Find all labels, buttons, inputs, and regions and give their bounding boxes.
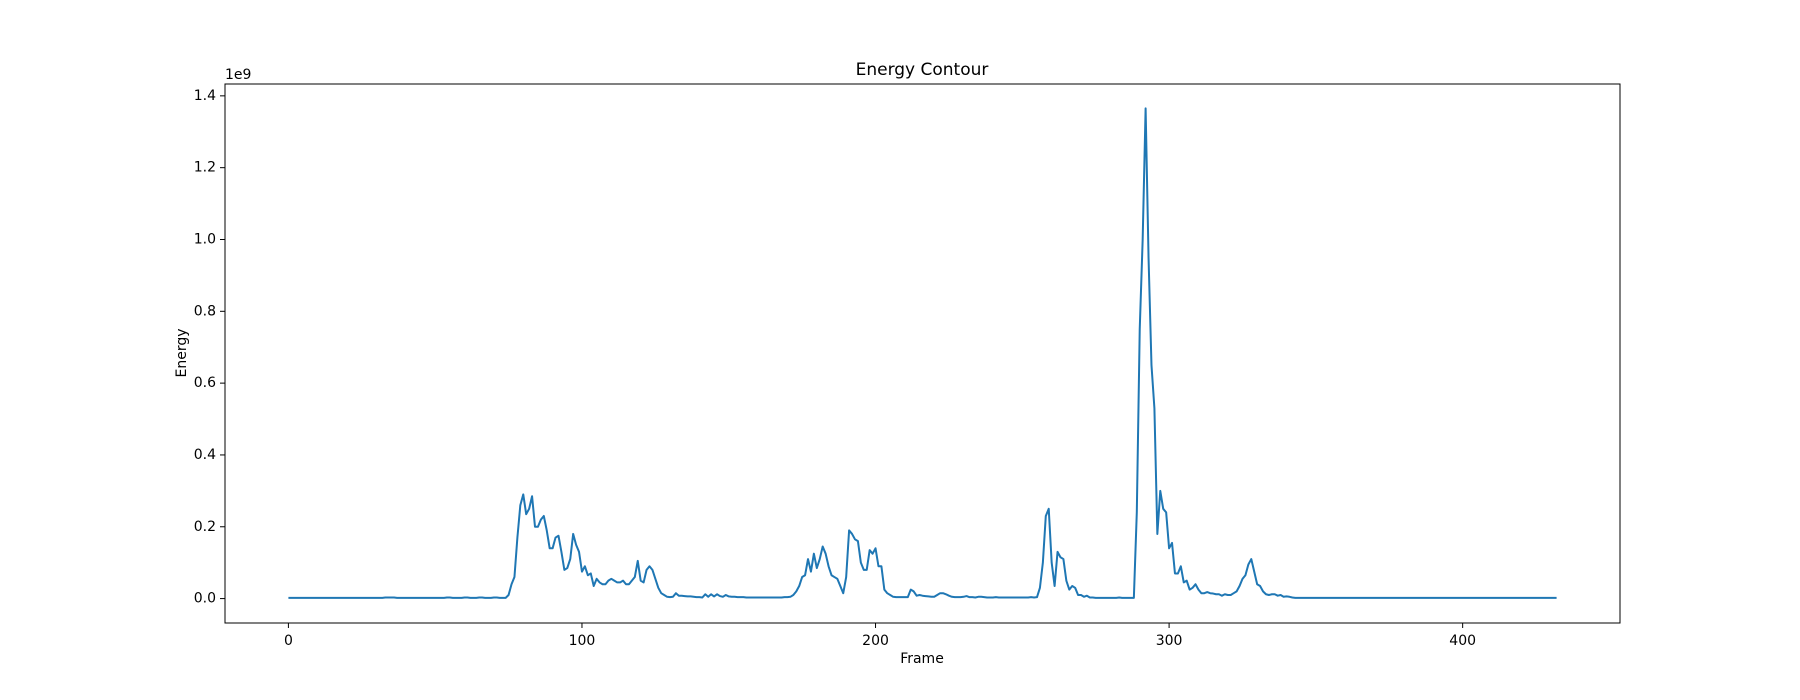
x-tick-label: 0 — [284, 633, 293, 649]
x-axis-label: Frame — [900, 651, 944, 667]
y-offset-label: 1e9 — [225, 67, 251, 83]
y-tick-label: 0.8 — [194, 303, 216, 319]
y-axis-label: Energy — [174, 328, 190, 377]
y-tick-label: 0.0 — [194, 591, 216, 607]
plot-frame — [224, 83, 1621, 624]
y-tick-label: 1.2 — [194, 160, 216, 176]
y-tick-label: 0.2 — [194, 519, 216, 535]
y-tick-label: 1.4 — [194, 88, 216, 104]
energy-line — [288, 107, 1557, 599]
x-tick-label: 400 — [1449, 633, 1476, 649]
x-tick-label: 100 — [569, 633, 596, 649]
x-tick-label: 200 — [862, 633, 889, 649]
y-tick-label: 0.6 — [194, 375, 216, 391]
y-tick-label: 1.0 — [194, 231, 216, 247]
x-tick-label: 300 — [1156, 633, 1183, 649]
chart-title: Energy Contour — [856, 60, 989, 80]
y-tick-label: 0.4 — [194, 447, 216, 463]
